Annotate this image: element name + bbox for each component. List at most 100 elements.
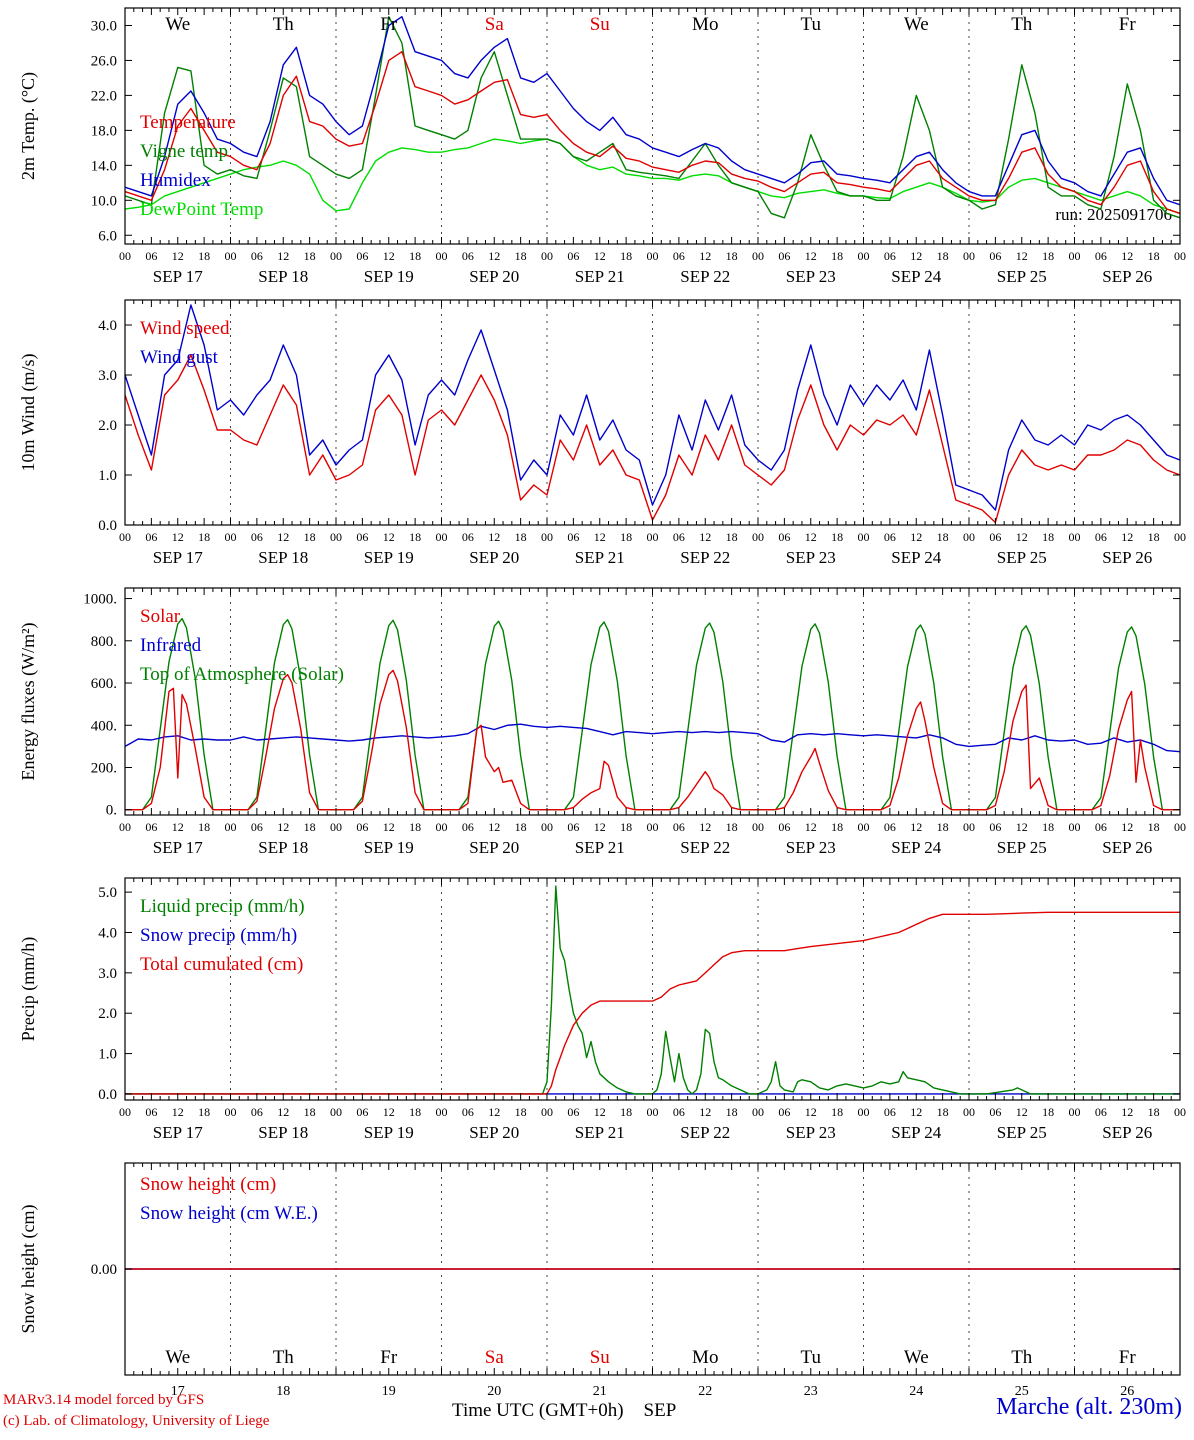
day-number-label: 18 <box>276 1384 290 1399</box>
hour-label: 12 <box>594 249 606 263</box>
hour-label: 06 <box>462 530 474 544</box>
date-label: SEP 20 <box>469 548 519 567</box>
day-label: We <box>904 14 929 35</box>
hour-label: 18 <box>726 530 738 544</box>
hour-label: 12 <box>1121 820 1133 834</box>
hour-label: 18 <box>1042 249 1054 263</box>
hour-label: 00 <box>436 530 448 544</box>
hour-label: 12 <box>699 820 711 834</box>
hour-label: 12 <box>172 820 184 834</box>
hour-label: 12 <box>1016 1105 1028 1119</box>
hour-label: 12 <box>383 820 395 834</box>
hour-label: 18 <box>1042 820 1054 834</box>
date-label: SEP 22 <box>680 1123 730 1142</box>
dewpoint-temp-line <box>125 138 1180 215</box>
hour-label: 06 <box>462 820 474 834</box>
hour-label: 18 <box>409 820 421 834</box>
day-number-label: 22 <box>698 1384 712 1399</box>
hour-label: 06 <box>145 249 157 263</box>
hour-label: 00 <box>1069 820 1081 834</box>
hour-label: 12 <box>910 530 922 544</box>
hour-label: 18 <box>304 820 316 834</box>
hour-label: 06 <box>356 1105 368 1119</box>
y-tick-label: 0.0 <box>98 1087 117 1103</box>
y-tick-label: 10.0 <box>91 193 117 209</box>
hour-label: 00 <box>1174 249 1186 263</box>
y-tick-label: 30.0 <box>91 18 117 34</box>
day-label: Su <box>590 1347 611 1368</box>
legend-item: Wind speed <box>140 318 230 339</box>
day-label: We <box>165 14 190 35</box>
day-label: Sa <box>485 14 505 35</box>
legend-item: Top of Atmosphere (Solar) <box>140 664 344 685</box>
hour-label: 06 <box>778 249 790 263</box>
hour-label: 00 <box>858 1105 870 1119</box>
infrared-line <box>125 723 1180 753</box>
day-number-label: 21 <box>593 1384 607 1399</box>
y-tick-label: 6.0 <box>98 228 117 244</box>
hour-label: 06 <box>1095 530 1107 544</box>
hour-label: 00 <box>119 1105 131 1119</box>
hour-label: 12 <box>699 1105 711 1119</box>
date-label: SEP 21 <box>575 267 625 286</box>
date-label: SEP 19 <box>364 548 414 567</box>
hour-label: 06 <box>778 530 790 544</box>
hour-label: 18 <box>304 249 316 263</box>
date-label: SEP 26 <box>1102 838 1152 857</box>
hour-label: 00 <box>647 249 659 263</box>
hour-label: 06 <box>356 820 368 834</box>
hour-label: 12 <box>172 249 184 263</box>
date-label: SEP 21 <box>575 548 625 567</box>
date-label: SEP 24 <box>891 838 941 857</box>
hour-label: 00 <box>225 1105 237 1119</box>
date-label: SEP 23 <box>786 548 836 567</box>
y-tick-label: 600. <box>91 676 117 692</box>
hour-label: 00 <box>119 820 131 834</box>
hour-label: 18 <box>620 1105 632 1119</box>
hour-label: 12 <box>277 820 289 834</box>
y-tick-label: 1000. <box>83 592 117 608</box>
hour-label: 18 <box>831 820 843 834</box>
date-label: SEP 25 <box>997 1123 1047 1142</box>
date-label: SEP 19 <box>364 267 414 286</box>
date-label: SEP 25 <box>997 838 1047 857</box>
hour-label: 12 <box>172 530 184 544</box>
day-label: Th <box>1011 14 1033 35</box>
hour-label: 06 <box>462 1105 474 1119</box>
hour-label: 00 <box>436 1105 448 1119</box>
hour-label: 00 <box>436 820 448 834</box>
hour-label: 18 <box>409 249 421 263</box>
solar-line <box>125 669 1180 811</box>
date-label: SEP 25 <box>997 548 1047 567</box>
hour-label: 00 <box>225 249 237 263</box>
hour-label: 12 <box>910 249 922 263</box>
hour-label: 18 <box>620 530 632 544</box>
y-tick-label: 2.0 <box>98 418 117 434</box>
hour-label: 18 <box>726 1105 738 1119</box>
date-label: SEP 23 <box>786 267 836 286</box>
day-label: Th <box>273 14 295 35</box>
hour-label: 00 <box>752 1105 764 1119</box>
hour-label: 00 <box>858 530 870 544</box>
hour-label: 18 <box>515 820 527 834</box>
hour-label: 18 <box>831 530 843 544</box>
hour-label: 00 <box>963 530 975 544</box>
y-tick-label: 200. <box>91 760 117 776</box>
hour-label: 12 <box>383 249 395 263</box>
hour-label: 06 <box>673 249 685 263</box>
hour-label: 06 <box>567 820 579 834</box>
hour-label: 18 <box>515 249 527 263</box>
y-tick-label: 4.0 <box>98 318 117 334</box>
hour-label: 06 <box>884 1105 896 1119</box>
hour-label: 18 <box>831 249 843 263</box>
y-tick-label: 1.0 <box>98 468 117 484</box>
date-label: SEP 20 <box>469 838 519 857</box>
date-label: SEP 25 <box>997 267 1047 286</box>
hour-label: 00 <box>1069 1105 1081 1119</box>
hour-label: 12 <box>594 820 606 834</box>
hour-label: 00 <box>1174 530 1186 544</box>
y-tick-label: 5.0 <box>98 885 117 901</box>
legend-item: Infrared <box>140 635 202 656</box>
hour-label: 06 <box>251 1105 263 1119</box>
